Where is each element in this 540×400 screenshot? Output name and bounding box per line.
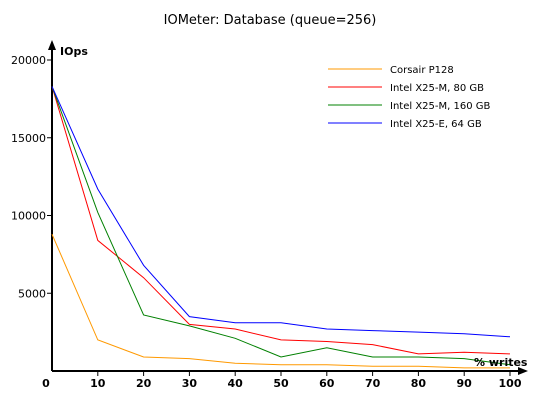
series-line-1 [51,234,510,369]
series-line-2 [51,86,511,355]
x-tick-label: 0 [42,377,50,390]
legend-entry: Intel X25-M, 160 GB [390,101,491,112]
x-tick-label: 60 [319,377,335,390]
x-tick-label: 50 [273,377,289,390]
y-axis-arrow [48,40,56,50]
x-tick-label: 20 [136,377,152,390]
y-tick-label: 5000 [18,287,46,300]
x-tick-label: 30 [182,377,198,390]
x-axis-label: % writes [474,356,528,369]
legend-entry: Corsair P128 [390,65,454,76]
series-line-4 [51,86,511,338]
chart-title: IOMeter: Database (queue=256) [164,13,377,28]
x-tick-label: 40 [228,377,244,390]
series-layer [51,86,511,369]
y-tick-label: 10000 [11,210,46,223]
x-axis-arrow [518,367,528,375]
x-tick-label: 100 [499,377,522,390]
y-tick-label: 15000 [11,132,46,145]
y-axis-label: IOps [60,45,88,58]
legend: Corsair P128 Intel X25-M, 80 GB Intel X25-… [328,65,491,130]
x-tick-label: 90 [457,377,473,390]
y-tick-label: 20000 [11,54,46,67]
legend-entry: Intel X25-E, 64 GB [390,119,482,130]
axes: 0 10 20 30 40 50 60 70 80 90 100 5000 10000 15000 2000… [11,40,528,390]
x-tick-label: 10 [90,377,106,390]
legend-entry: Intel X25-M, 80 GB [390,83,484,94]
x-tick-label: 80 [411,377,427,390]
series-line-3 [51,86,511,366]
x-tick-label: 70 [365,377,381,390]
